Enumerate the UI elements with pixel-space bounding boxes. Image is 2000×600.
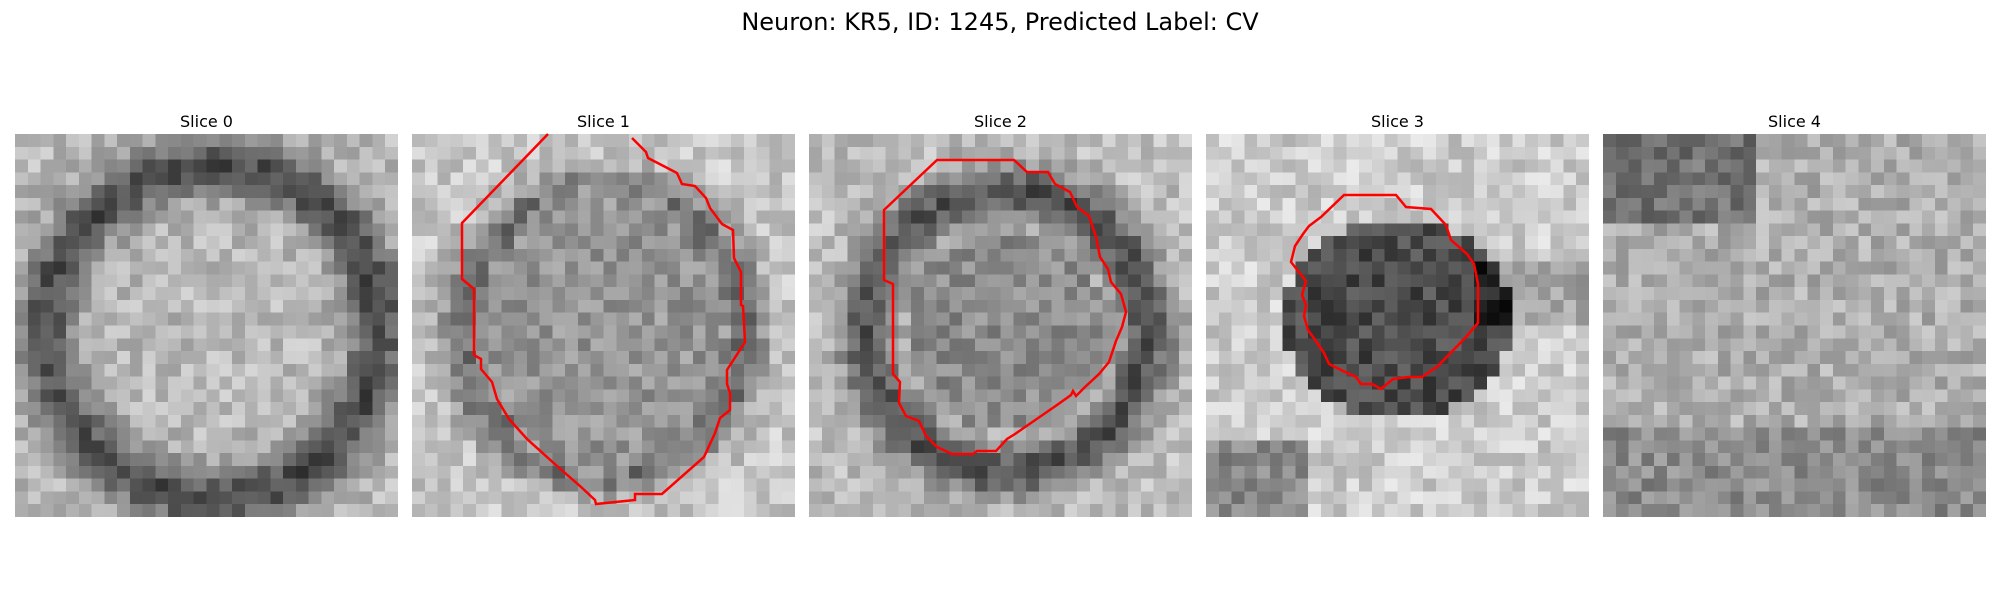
slice-panel-2: Slice 2 bbox=[809, 110, 1192, 134]
micrograph-canvas bbox=[15, 134, 398, 517]
figure-title: Neuron: KR5, ID: 1245, Predicted Label: … bbox=[0, 8, 2000, 36]
slice-title: Slice 4 bbox=[1603, 110, 1986, 134]
slice-title: Slice 1 bbox=[412, 110, 795, 134]
slice-image bbox=[412, 134, 795, 517]
slice-title: Slice 2 bbox=[809, 110, 1192, 134]
slice-panel-0: Slice 0 bbox=[15, 110, 398, 134]
slice-panel-3: Slice 3 bbox=[1206, 110, 1589, 134]
micrograph-canvas bbox=[1206, 134, 1589, 517]
slice-title: Slice 0 bbox=[15, 110, 398, 134]
slice-image bbox=[1206, 134, 1589, 517]
slice-image bbox=[809, 134, 1192, 517]
slice-panel-1: Slice 1 bbox=[412, 110, 795, 134]
slice-panel-4: Slice 4 bbox=[1603, 110, 1986, 134]
slice-image bbox=[15, 134, 398, 517]
micrograph-canvas bbox=[412, 134, 795, 517]
slice-image bbox=[1603, 134, 1986, 517]
micrograph-canvas bbox=[809, 134, 1192, 517]
micrograph-canvas bbox=[1603, 134, 1986, 517]
slice-title: Slice 3 bbox=[1206, 110, 1589, 134]
